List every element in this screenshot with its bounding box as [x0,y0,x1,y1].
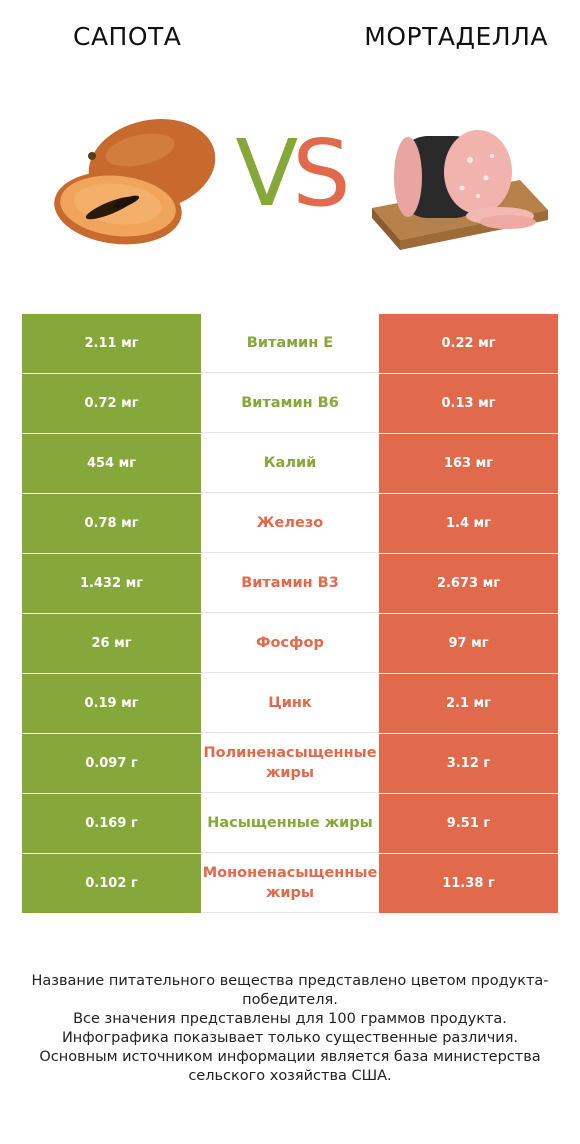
left-value: 26 мг [22,614,201,673]
hero-illustration [54,119,548,250]
left-value: 0.169 г [22,794,201,853]
left-value: 0.102 г [22,854,201,913]
nutrient-name: Насыщенные жиры [201,794,379,853]
nutrient-name: Витамин E [201,314,379,373]
left-value: 0.72 мг [22,374,201,433]
nutrient-name: Цинк [201,674,379,733]
nutrient-name: Витамин B3 [201,554,379,613]
left-value: 0.78 мг [22,494,201,553]
footer-line: Основным источником информации является … [39,1049,541,1084]
table-row: 1.432 мг Витамин B3 2.673 мг [22,554,558,614]
right-value: 163 мг [379,434,558,493]
table-row: 0.169 г Насыщенные жиры 9.51 г [22,794,558,854]
left-value: 0.097 г [22,734,201,793]
vs-v: V [235,120,298,227]
sapote-image [54,119,216,245]
right-value: 0.22 мг [379,314,558,373]
nutrient-name: Железо [201,494,379,553]
nutrient-name: Полиненасыщенные жиры [201,734,379,793]
table-row: 0.72 мг Витамин B6 0.13 мг [22,374,558,434]
right-value: 9.51 г [379,794,558,853]
right-value: 11.38 г [379,854,558,913]
table-row: 0.19 мг Цинк 2.1 мг [22,674,558,734]
right-value: 0.13 мг [379,374,558,433]
table-row: 2.11 мг Витамин E 0.22 мг [22,314,558,374]
left-product-title: САПОТА [73,22,182,51]
nutrient-name: Фосфор [201,614,379,673]
nutrient-name: Калий [201,434,379,493]
footer-line: Все значения представлены для 100 граммо… [73,1011,507,1027]
left-value: 1.432 мг [22,554,201,613]
vs-s: S [292,120,350,227]
right-value: 2.1 мг [379,674,558,733]
nutrient-name: Мононенасыщенные жиры [201,854,379,913]
table-row: 0.102 г Мононенасыщенные жиры 11.38 г [22,854,558,914]
right-value: 2.673 мг [379,554,558,613]
right-product-title: МОРТАДЕЛЛА [364,22,548,51]
right-value: 97 мг [379,614,558,673]
left-value: 0.19 мг [22,674,201,733]
right-value: 3.12 г [379,734,558,793]
table-row: 454 мг Калий 163 мг [22,434,558,494]
mortadella-image [372,130,548,250]
footer-line: Инфографика показывает только существенн… [61,1030,519,1046]
right-value: 1.4 мг [379,494,558,553]
nutrient-name: Витамин B6 [201,374,379,433]
vs-label: VS [0,128,580,220]
footer-line: Название питательного вещества представл… [31,973,549,1008]
footer-notes: Название питательного вещества представл… [20,972,560,1086]
table-row: 26 мг Фосфор 97 мг [22,614,558,674]
left-value: 2.11 мг [22,314,201,373]
table-row: 0.097 г Полиненасыщенные жиры 3.12 г [22,734,558,794]
table-row: 0.78 мг Железо 1.4 мг [22,494,558,554]
left-value: 454 мг [22,434,201,493]
comparison-table: 2.11 мг Витамин E 0.22 мг 0.72 мг Витами… [22,314,558,914]
